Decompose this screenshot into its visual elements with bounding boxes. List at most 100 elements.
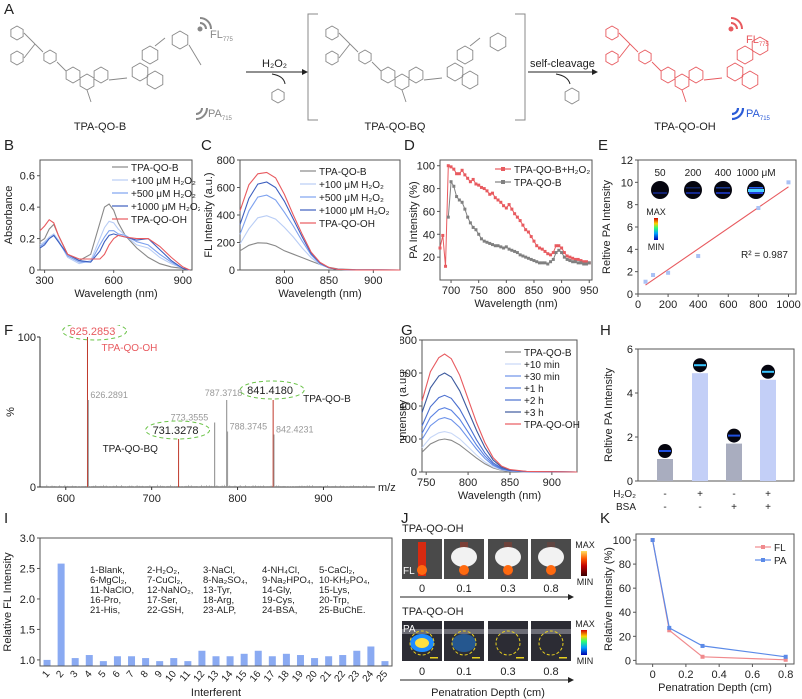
y-tick-label: 0 bbox=[625, 655, 631, 667]
data-point bbox=[521, 255, 524, 258]
depth-arrowhead bbox=[568, 677, 574, 683]
data-point bbox=[497, 244, 500, 247]
y-tick-label: 0.6 bbox=[20, 171, 35, 183]
x-axis-label: Interferent bbox=[191, 687, 241, 699]
x-tick-label: 900 bbox=[552, 285, 570, 297]
bar bbox=[184, 661, 191, 665]
bond bbox=[339, 44, 350, 58]
series-line bbox=[653, 540, 786, 657]
data-point bbox=[574, 260, 577, 263]
x-tick-label: 25 bbox=[375, 669, 391, 685]
legend-label: +30 min bbox=[524, 372, 560, 383]
bracket-left bbox=[308, 14, 318, 120]
data-point bbox=[541, 248, 544, 251]
h2o2-sign: + bbox=[697, 489, 703, 500]
row-label-h2o2: H₂O₂ bbox=[613, 489, 636, 500]
y-tick-label: 2.0 bbox=[20, 594, 35, 606]
data-point bbox=[530, 258, 533, 261]
data-point bbox=[651, 538, 655, 542]
data-point bbox=[439, 247, 442, 250]
tissue-cover bbox=[538, 547, 564, 567]
x-tick-label: 7 bbox=[125, 669, 137, 681]
ring bbox=[326, 51, 338, 65]
h2o2-sign: - bbox=[732, 489, 735, 500]
data-point bbox=[577, 261, 580, 264]
bond bbox=[189, 45, 201, 65]
chart-f-mass-spectrum: 0 100 600 700 800 900 m/z% 625.2853 TPA-QO-OH 626… bbox=[0, 325, 400, 510]
bar bbox=[114, 656, 121, 665]
pa-signal bbox=[452, 634, 476, 652]
ring bbox=[326, 26, 338, 40]
pa-tag: PA bbox=[403, 624, 416, 635]
data-point bbox=[541, 261, 544, 264]
x-tick-label: 850 bbox=[525, 285, 543, 297]
y-axis-label: % bbox=[5, 407, 17, 417]
data-point bbox=[544, 261, 547, 264]
x-tick-label: 800 bbox=[749, 299, 767, 310]
y-tick-label: 4 bbox=[627, 388, 633, 400]
data-point bbox=[450, 165, 453, 168]
legend-label: +1000 μM H₂O₂ bbox=[131, 202, 200, 213]
fl-signal-icon-product bbox=[729, 18, 742, 31]
ring bbox=[272, 89, 284, 103]
peak-label: 787.3718 bbox=[205, 388, 243, 398]
ring bbox=[565, 88, 579, 104]
bar bbox=[255, 651, 262, 666]
data-point bbox=[544, 250, 547, 253]
data-point bbox=[568, 259, 571, 262]
legend-label: +100 μM H₂O₂ bbox=[131, 176, 196, 187]
legend-label: TPA-QO-OH bbox=[319, 219, 375, 230]
bsa-sign: - bbox=[663, 502, 666, 510]
data-point bbox=[555, 251, 558, 254]
bond bbox=[424, 78, 442, 80]
legend-label: +10 min bbox=[524, 360, 560, 371]
compound-name-product: TPA-QO-OH bbox=[625, 121, 745, 133]
bar bbox=[241, 654, 248, 666]
pa-signal-band bbox=[653, 192, 667, 194]
pa-image bbox=[531, 621, 571, 661]
series-line bbox=[40, 231, 190, 270]
data-point bbox=[524, 228, 527, 231]
x-tick-label: 800 bbox=[228, 493, 246, 505]
bar bbox=[198, 651, 205, 666]
data-point bbox=[491, 192, 494, 195]
ring bbox=[457, 46, 473, 64]
data-point bbox=[546, 263, 549, 266]
fl-label-reactant: FL775 bbox=[210, 29, 233, 43]
ring bbox=[11, 26, 23, 40]
ring bbox=[462, 71, 478, 89]
y-tick-label: 40 bbox=[619, 607, 631, 619]
pa-signal-band bbox=[762, 371, 774, 373]
data-point bbox=[461, 201, 464, 204]
peak-label: 625.2853 bbox=[69, 326, 115, 338]
data-point bbox=[474, 228, 477, 231]
data-point bbox=[499, 201, 502, 204]
depth-label: 0.8 bbox=[543, 583, 558, 595]
ring bbox=[172, 31, 188, 49]
y-tick-label: 1.5 bbox=[20, 624, 35, 636]
y-tick-label: 0 bbox=[411, 467, 417, 479]
fl-label-product: FL775 bbox=[746, 34, 769, 48]
pa-signal-core bbox=[415, 638, 429, 648]
colorbar-max-label: MAX bbox=[646, 207, 666, 217]
colorbar-max-label: MAX bbox=[575, 619, 595, 629]
pa-signal-band bbox=[728, 435, 740, 437]
bar bbox=[86, 655, 93, 665]
legend-label: +500 μM H₂O₂ bbox=[131, 189, 196, 200]
y-axis-label: Reltive PA Intensity bbox=[601, 180, 613, 274]
colorbar bbox=[654, 218, 658, 240]
pa-row-title: TPA-QO-OH bbox=[402, 606, 464, 618]
data-point bbox=[494, 196, 497, 199]
ring bbox=[147, 71, 163, 89]
x-tick-label: 0.2 bbox=[678, 669, 693, 681]
data-point bbox=[513, 212, 516, 215]
y-tick-label: 1.0 bbox=[20, 655, 35, 667]
ring bbox=[606, 51, 618, 65]
bar bbox=[213, 656, 220, 665]
bsa-sign: + bbox=[765, 502, 771, 510]
tissue-cover bbox=[495, 547, 521, 567]
x-tick-label: 10 bbox=[163, 669, 179, 685]
x-tick-label: 0.6 bbox=[745, 669, 760, 681]
data-point bbox=[466, 177, 469, 180]
pa-signal-band bbox=[686, 187, 700, 189]
